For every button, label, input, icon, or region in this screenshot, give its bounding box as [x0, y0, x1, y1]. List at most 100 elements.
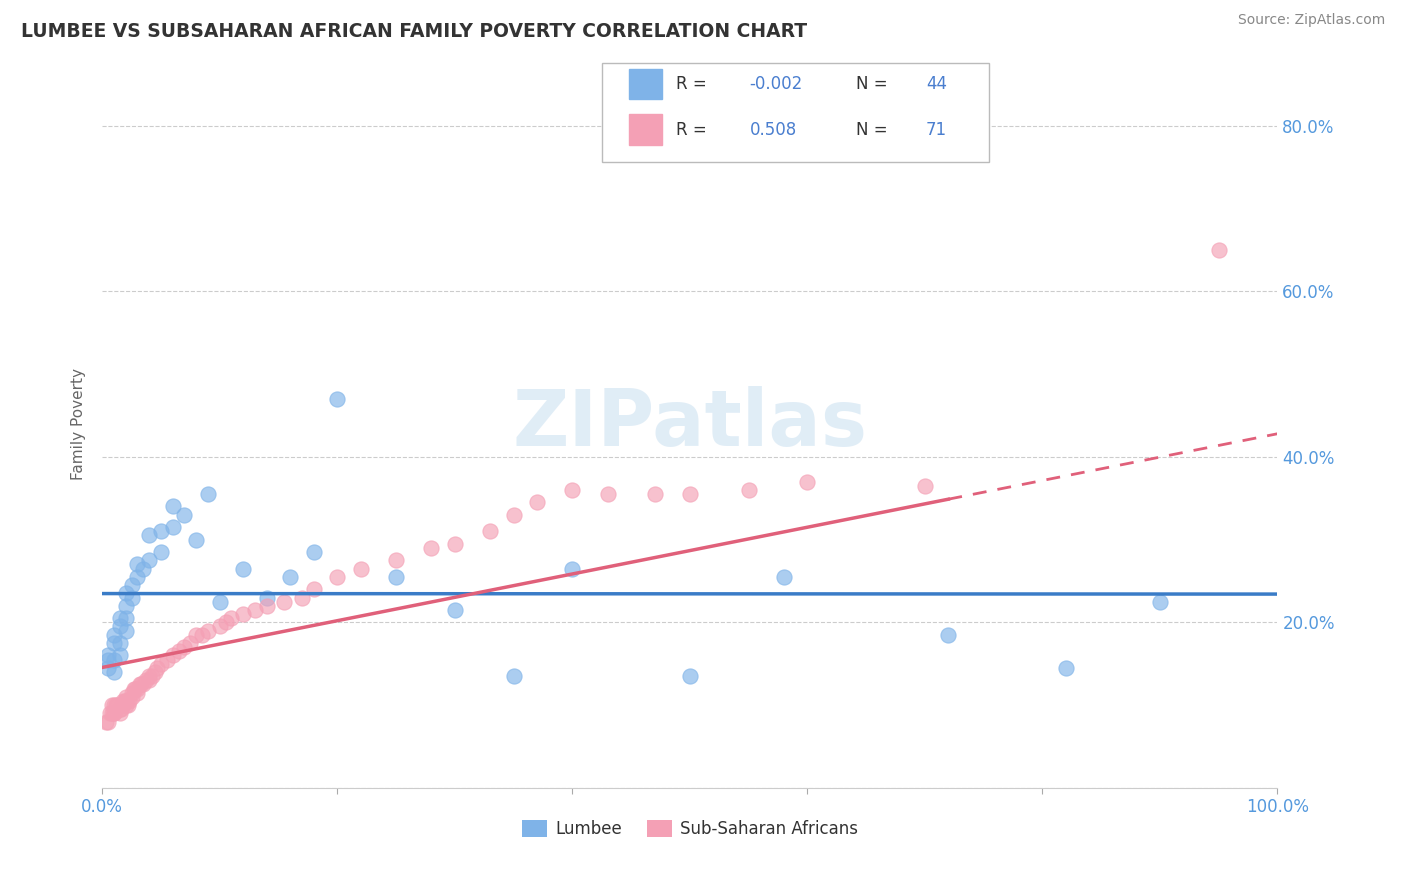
Point [114, 624, 136, 638]
Point [97, 652, 120, 666]
Point [143, 665, 166, 679]
Point [103, 628, 125, 642]
Point [108, 636, 131, 650]
Point [197, 487, 219, 501]
Point [100, 698, 122, 712]
Point [596, 487, 619, 501]
Point [108, 706, 131, 721]
Point [149, 545, 172, 559]
Bar [628, 69, 662, 99]
Point [772, 570, 794, 584]
Point [121, 690, 143, 704]
Point [173, 640, 195, 655]
Point [103, 636, 125, 650]
Point [256, 599, 278, 613]
Point [385, 570, 408, 584]
Point [117, 698, 139, 712]
Point [118, 694, 141, 708]
Point [97, 714, 120, 729]
Point [256, 591, 278, 605]
Point [132, 677, 155, 691]
Point [561, 483, 583, 497]
Point [121, 578, 143, 592]
Point [114, 611, 136, 625]
Bar [628, 114, 662, 145]
Point [94, 714, 117, 729]
Legend: Lumbee, Sub-Saharan Africans: Lumbee, Sub-Saharan Africans [515, 814, 865, 845]
Point [644, 487, 666, 501]
Point [385, 553, 408, 567]
Point [121, 686, 143, 700]
Point [232, 607, 254, 621]
Point [100, 706, 122, 721]
FancyBboxPatch shape [602, 63, 990, 161]
Point [121, 591, 143, 605]
Point [110, 702, 132, 716]
Point [1208, 243, 1230, 257]
Point [129, 677, 152, 691]
Point [443, 603, 465, 617]
Point [243, 603, 266, 617]
Point [326, 392, 349, 406]
Point [108, 648, 131, 663]
Point [103, 706, 125, 721]
Point [127, 686, 149, 700]
Point [103, 706, 125, 721]
Point [105, 698, 128, 712]
Point [291, 591, 314, 605]
Text: LUMBEE VS SUBSAHARAN AFRICAN FAMILY POVERTY CORRELATION CHART: LUMBEE VS SUBSAHARAN AFRICAN FAMILY POVE… [21, 22, 807, 41]
Point [214, 615, 236, 630]
Point [149, 657, 172, 671]
Point [1054, 661, 1077, 675]
Point [936, 628, 959, 642]
Point [114, 698, 136, 712]
Point [111, 698, 134, 712]
Point [679, 487, 702, 501]
Point [127, 558, 149, 572]
Point [420, 541, 443, 555]
Point [162, 520, 184, 534]
Point [107, 698, 129, 712]
Text: 0.508: 0.508 [749, 120, 797, 138]
Point [132, 561, 155, 575]
Point [191, 628, 214, 642]
Point [302, 582, 325, 597]
Point [561, 561, 583, 575]
Point [221, 611, 243, 625]
Point [208, 594, 231, 608]
Point [112, 694, 135, 708]
Point [162, 500, 184, 514]
Point [103, 652, 125, 666]
Point [97, 661, 120, 675]
Point [124, 681, 146, 696]
Point [197, 624, 219, 638]
Point [127, 681, 149, 696]
Point [162, 648, 184, 663]
Text: 71: 71 [927, 120, 948, 138]
Point [526, 495, 548, 509]
Point [156, 652, 179, 666]
Point [914, 479, 936, 493]
Point [179, 636, 201, 650]
Point [108, 619, 131, 633]
Point [146, 661, 169, 675]
Point [273, 594, 295, 608]
Point [103, 698, 125, 712]
Point [186, 533, 208, 547]
Point [100, 706, 122, 721]
Text: R =: R = [676, 75, 711, 93]
Point [127, 570, 149, 584]
Point [97, 648, 120, 663]
Point [128, 677, 150, 691]
Point [108, 702, 131, 716]
Point [278, 570, 301, 584]
Point [1149, 594, 1171, 608]
Point [443, 537, 465, 551]
Point [326, 570, 349, 584]
Point [112, 698, 135, 712]
Point [114, 694, 136, 708]
Point [138, 528, 160, 542]
Point [679, 669, 702, 683]
Point [114, 586, 136, 600]
Text: N =: N = [855, 120, 893, 138]
